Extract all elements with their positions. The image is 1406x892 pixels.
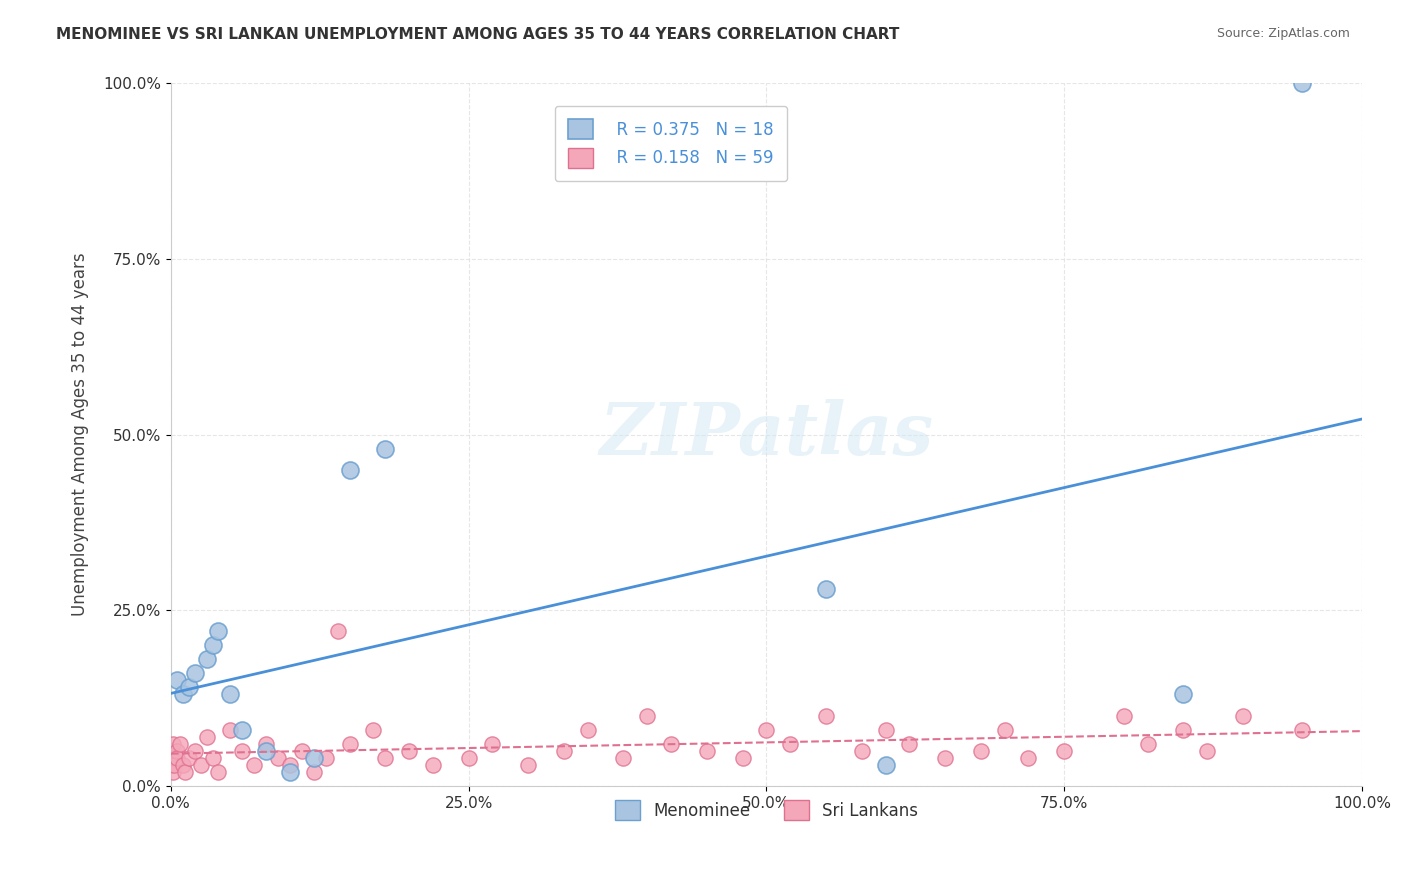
Point	[576, 723, 599, 737]
Text: MENOMINEE VS SRI LANKAN UNEMPLOYMENT AMONG AGES 35 TO 44 YEARS CORRELATION CHART: MENOMINEE VS SRI LANKAN UNEMPLOYMENT AMO…	[56, 27, 900, 42]
Point	[1173, 723, 1195, 737]
Point	[517, 757, 540, 772]
Point	[481, 737, 503, 751]
Point	[201, 638, 224, 652]
Point	[339, 463, 361, 477]
Point	[1291, 77, 1313, 91]
Point	[814, 582, 837, 596]
Point	[875, 757, 897, 772]
Point	[326, 624, 349, 639]
Point	[160, 750, 183, 764]
Point	[177, 750, 200, 764]
Point	[183, 744, 205, 758]
Point	[207, 624, 229, 639]
Point	[422, 757, 444, 772]
Point	[201, 750, 224, 764]
Y-axis label: Unemployment Among Ages 35 to 44 years: Unemployment Among Ages 35 to 44 years	[72, 252, 89, 616]
Point	[363, 723, 385, 737]
Point	[339, 737, 361, 751]
Point	[1112, 708, 1135, 723]
Point	[195, 730, 218, 744]
Point	[636, 708, 658, 723]
Point	[278, 764, 301, 779]
Point	[177, 681, 200, 695]
Point	[1173, 688, 1195, 702]
Point	[398, 744, 420, 758]
Point	[994, 723, 1017, 737]
Point	[207, 764, 229, 779]
Point	[254, 744, 277, 758]
Point	[1291, 723, 1313, 737]
Point	[174, 764, 197, 779]
Point	[160, 757, 183, 772]
Point	[267, 750, 290, 764]
Point	[231, 744, 253, 758]
Point	[195, 652, 218, 666]
Point	[1136, 737, 1159, 751]
Point	[219, 723, 242, 737]
Point	[183, 666, 205, 681]
Point	[219, 688, 242, 702]
Legend: Menominee, Sri Lankans: Menominee, Sri Lankans	[602, 787, 931, 834]
Point	[851, 744, 873, 758]
Point	[457, 750, 479, 764]
Point	[553, 744, 575, 758]
Point	[970, 744, 993, 758]
Point	[166, 750, 188, 764]
Point	[696, 744, 718, 758]
Point	[166, 673, 188, 688]
Point	[160, 744, 183, 758]
Point	[731, 750, 754, 764]
Point	[278, 757, 301, 772]
Point	[1053, 744, 1076, 758]
Point	[659, 737, 682, 751]
Point	[315, 750, 337, 764]
Point	[169, 737, 191, 751]
Point	[1232, 708, 1254, 723]
Point	[934, 750, 956, 764]
Text: Source: ZipAtlas.com: Source: ZipAtlas.com	[1216, 27, 1350, 40]
Text: ZIPatlas: ZIPatlas	[599, 399, 934, 470]
Point	[254, 737, 277, 751]
Point	[898, 737, 921, 751]
Point	[1017, 750, 1039, 764]
Point	[374, 442, 396, 456]
Point	[875, 723, 897, 737]
Point	[779, 737, 801, 751]
Point	[612, 750, 634, 764]
Point	[814, 708, 837, 723]
Point	[162, 737, 184, 751]
Point	[172, 688, 194, 702]
Point	[172, 757, 194, 772]
Point	[162, 764, 184, 779]
Point	[190, 757, 212, 772]
Point	[166, 744, 188, 758]
Point	[231, 723, 253, 737]
Point	[291, 744, 314, 758]
Point	[243, 757, 266, 772]
Point	[755, 723, 778, 737]
Point	[302, 750, 325, 764]
Point	[374, 750, 396, 764]
Point	[1197, 744, 1219, 758]
Point	[163, 757, 186, 772]
Point	[302, 764, 325, 779]
